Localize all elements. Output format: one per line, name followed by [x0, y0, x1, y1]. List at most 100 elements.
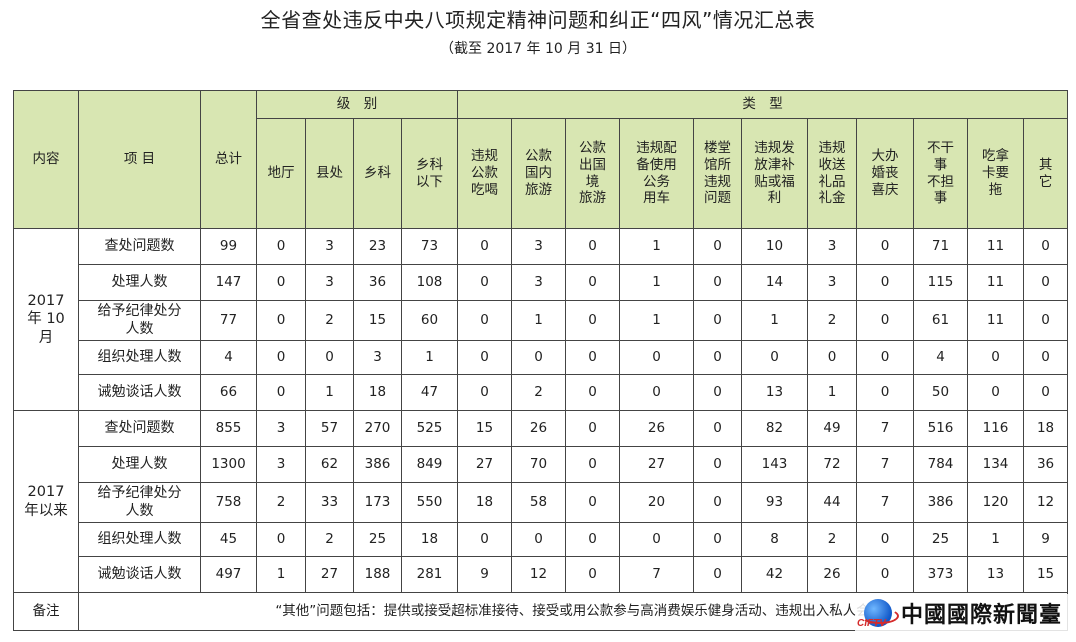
- value-cell: 143: [741, 446, 808, 483]
- value-cell: 27: [305, 556, 354, 593]
- value-cell: 0: [256, 340, 306, 375]
- value-cell: 61: [913, 300, 968, 341]
- total-cell: 45: [200, 522, 257, 557]
- value-cell: 0: [565, 446, 620, 483]
- value-cell: 1: [807, 374, 857, 411]
- value-cell: 0: [1022, 264, 1069, 301]
- value-cell: 0: [967, 374, 1024, 411]
- value-cell: 18: [457, 482, 512, 523]
- value-cell: 0: [693, 522, 742, 557]
- header-content: 内容: [13, 90, 79, 229]
- value-cell: 0: [619, 522, 694, 557]
- value-cell: 525: [401, 410, 458, 447]
- value-cell: 4: [913, 340, 968, 375]
- value-cell: 18: [401, 522, 458, 557]
- value-cell: 0: [565, 374, 620, 411]
- value-cell: 0: [741, 340, 808, 375]
- value-cell: 57: [305, 410, 354, 447]
- header-type-col: 大办 婚丧 喜庆: [856, 118, 914, 229]
- value-cell: 2: [305, 522, 354, 557]
- value-cell: 7: [856, 482, 914, 523]
- value-cell: 0: [693, 446, 742, 483]
- value-cell: 0: [693, 300, 742, 341]
- value-cell: 49: [807, 410, 857, 447]
- value-cell: 0: [693, 482, 742, 523]
- value-cell: 70: [511, 446, 566, 483]
- value-cell: 33: [305, 482, 354, 523]
- page-subtitle: （截至 2017 年 10 月 31 日）: [440, 41, 636, 57]
- value-cell: 0: [1022, 340, 1069, 375]
- header-type-col: 不干 事 不担 事: [913, 118, 968, 229]
- value-cell: 0: [457, 340, 512, 375]
- header-level-group: 级 别: [256, 90, 458, 119]
- row-item-label: 查处问题数: [78, 228, 201, 265]
- row-item-label: 给予纪律处分 人数: [78, 300, 201, 341]
- value-cell: 849: [401, 446, 458, 483]
- value-cell: 0: [457, 264, 512, 301]
- value-cell: 0: [967, 340, 1024, 375]
- value-cell: 25: [913, 522, 968, 557]
- value-cell: 270: [353, 410, 402, 447]
- value-cell: 115: [913, 264, 968, 301]
- total-cell: 99: [200, 228, 257, 265]
- value-cell: 0: [565, 410, 620, 447]
- value-cell: 2: [256, 482, 306, 523]
- value-cell: 9: [1022, 522, 1069, 557]
- value-cell: 3: [807, 228, 857, 265]
- value-cell: 7: [856, 446, 914, 483]
- value-cell: 3: [305, 228, 354, 265]
- row-item-label: 诫勉谈话人数: [78, 556, 201, 593]
- value-cell: 13: [967, 556, 1024, 593]
- value-cell: 0: [511, 522, 566, 557]
- value-cell: 72: [807, 446, 857, 483]
- logo-text: CIFTV: [856, 618, 886, 629]
- row-item-label: 处理人数: [78, 446, 201, 483]
- value-cell: 18: [353, 374, 402, 411]
- total-cell: 147: [200, 264, 257, 301]
- table-row: 组织处理人数 4 0 0 3 1 0 0 0 0 0 0 0 0 4 0 0: [14, 340, 1069, 375]
- header-level-col: 乡科: [353, 118, 402, 229]
- value-cell: 2: [305, 300, 354, 341]
- page-title: 全省查处违反中央八项规定精神问题和纠正“四风”情况汇总表: [260, 8, 816, 32]
- value-cell: 0: [565, 482, 620, 523]
- value-cell: 7: [619, 556, 694, 593]
- value-cell: 0: [1022, 228, 1069, 265]
- value-cell: 26: [619, 410, 694, 447]
- value-cell: 1: [619, 228, 694, 265]
- header-type-col: 楼堂 馆所 违规 问题: [693, 118, 742, 229]
- value-cell: 27: [619, 446, 694, 483]
- total-cell: 758: [200, 482, 257, 523]
- value-cell: 50: [913, 374, 968, 411]
- header-type-col: 其 它: [1022, 118, 1069, 229]
- value-cell: 550: [401, 482, 458, 523]
- value-cell: 0: [511, 340, 566, 375]
- value-cell: 15: [1022, 556, 1069, 593]
- value-cell: 0: [305, 340, 354, 375]
- value-cell: 71: [913, 228, 968, 265]
- table-row: 处理人数 1300 3 62 386 849 27 70 0 27 0 143 72 7 784 134 36: [14, 446, 1069, 483]
- value-cell: 1: [305, 374, 354, 411]
- header-type-group: 类 型: [456, 90, 1069, 119]
- row-item-label: 处理人数: [78, 264, 201, 301]
- value-cell: 0: [457, 300, 512, 341]
- table-row: 2017 年以来 查处问题数 855 3 57 270 525 15 26 0 26 0 82 49 7 51…: [13, 410, 1069, 593]
- value-cell: 0: [856, 556, 914, 593]
- value-cell: 1: [511, 300, 566, 341]
- value-cell: 14: [741, 264, 808, 301]
- value-cell: 188: [353, 556, 402, 593]
- value-cell: 3: [511, 264, 566, 301]
- value-cell: 36: [353, 264, 402, 301]
- value-cell: 18: [1022, 410, 1069, 447]
- value-cell: 0: [693, 374, 742, 411]
- value-cell: 386: [353, 446, 402, 483]
- value-cell: 386: [913, 482, 968, 523]
- value-cell: 0: [856, 340, 914, 375]
- value-cell: 11: [967, 228, 1024, 265]
- total-cell: 1300: [200, 446, 257, 483]
- value-cell: 0: [565, 228, 620, 265]
- value-cell: 25: [353, 522, 402, 557]
- value-cell: 0: [693, 340, 742, 375]
- value-cell: 0: [856, 300, 914, 341]
- value-cell: 373: [913, 556, 968, 593]
- header-type-col: 违规配 备使用 公务 用车: [619, 118, 694, 229]
